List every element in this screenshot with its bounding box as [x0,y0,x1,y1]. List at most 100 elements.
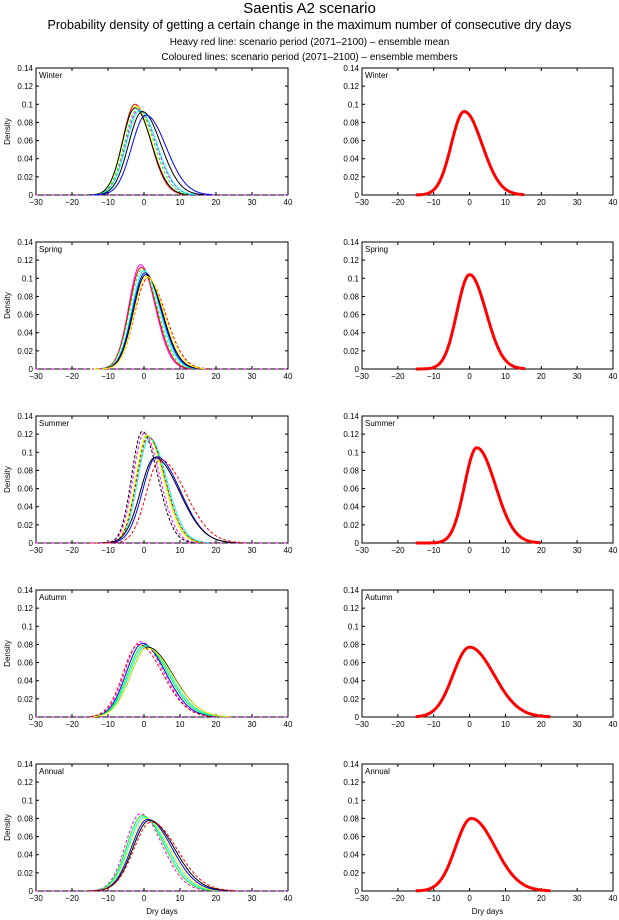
y-tick-label: 0.02 [343,869,359,878]
x-tick-label: 0 [142,546,147,555]
legend-note-members: Coloured lines: scenario period (2071–21… [161,52,458,63]
panel-label: Spring [365,245,388,254]
y-tick-label: 0.14 [17,412,33,421]
x-tick-label: −20 [391,198,405,207]
y-tick-label: 0.12 [343,430,359,439]
panel-label: Winter [39,71,62,80]
axes-box [361,415,614,544]
member-curve [90,819,233,892]
x-tick-label: 20 [537,372,546,381]
y-tick-label: 0.06 [343,833,359,842]
x-tick-label: −30 [355,894,369,903]
panel-label: Autumn [39,593,67,602]
x-tick-label: −20 [391,546,405,555]
x-tick-label: −30 [355,372,369,381]
y-tick-label: 0.14 [343,412,359,421]
x-tick-label: 10 [501,198,510,207]
y-tick-label: 0.04 [343,851,359,860]
y-tick-label: 0.14 [343,64,359,73]
x-tick-label: −20 [65,372,79,381]
member-curve [90,272,200,370]
x-tick-label: 30 [248,894,257,903]
member-curve [90,458,245,544]
y-tick-label: 0 [355,191,360,200]
x-tick-label: −10 [427,372,441,381]
x-axis-label: Dry days [146,907,178,916]
y-tick-label: 0.06 [17,311,33,320]
y-tick-label: 0.08 [343,292,359,301]
member-curve [90,274,202,370]
member-curve [90,114,214,196]
x-tick-label: −10 [101,198,115,207]
y-tick-label: 0.1 [22,796,34,805]
y-tick-label: 0 [29,539,34,548]
y-tick-label: 0.1 [22,448,34,457]
y-tick-label: 0.04 [343,677,359,686]
panel-label: Winter [365,71,388,80]
member-curve [90,110,198,196]
y-tick-label: 0.08 [343,814,359,823]
x-tick-label: −20 [65,720,79,729]
x-tick-label: 20 [212,894,221,903]
x-tick-label: 40 [284,372,293,381]
member-curve [89,818,228,892]
axes-box [35,589,289,718]
x-tick-label: −10 [101,546,115,555]
y-tick-label: 0 [355,887,360,896]
member-curve [89,105,190,196]
x-tick-label: 10 [176,720,185,729]
y-tick-label: 0 [355,713,360,722]
y-tick-label: 0.04 [343,503,359,512]
x-tick-label: −20 [65,546,79,555]
y-tick-label: 0.12 [17,256,33,265]
member-curve [90,277,209,370]
member-curve [90,435,206,544]
x-tick-label: 10 [176,372,185,381]
y-tick-label: 0.12 [343,256,359,265]
y-tick-label: 0.1 [348,100,360,109]
ensemble-mean-curve [415,109,525,197]
y-tick-label: 0.06 [343,311,359,320]
x-tick-label: −30 [29,546,43,555]
y-tick-label: 0 [355,365,360,374]
x-tick-label: 30 [248,720,257,729]
x-tick-label: 20 [537,720,546,729]
x-tick-label: 20 [212,546,221,555]
x-tick-label: −30 [355,720,369,729]
member-curve [90,432,199,544]
y-tick-label: 0.1 [348,622,360,631]
member-curve [90,434,204,544]
y-tick-label: 0.06 [343,137,359,146]
y-tick-label: 0.04 [343,329,359,338]
x-tick-label: −30 [355,546,369,555]
y-tick-label: 0.02 [17,521,33,530]
x-tick-label: 10 [176,546,185,555]
y-tick-label: 0.14 [17,238,33,247]
y-tick-label: 0.06 [17,137,33,146]
y-tick-label: 0.14 [17,760,33,769]
y-tick-label: 0.08 [17,118,33,127]
x-tick-label: −10 [427,546,441,555]
y-tick-label: 0.04 [17,503,33,512]
ensemble-mean-curve [415,446,541,545]
y-tick-label: 0.02 [17,695,33,704]
figure-title: Saentis A2 scenario [243,0,376,17]
x-tick-label: −30 [29,720,43,729]
axes-box [35,67,289,196]
y-tick-label: 0.1 [22,274,34,283]
member-curve [90,110,206,196]
ensemble-mean-curve [415,816,551,893]
x-tick-label: 40 [284,546,293,555]
x-tick-label: 0 [467,198,472,207]
y-tick-label: 0.04 [17,851,33,860]
x-tick-label: 0 [467,546,472,555]
x-tick-label: 20 [537,546,546,555]
y-tick-label: 0.12 [343,604,359,613]
y-tick-label: 0.12 [17,604,33,613]
y-tick-label: 0.14 [343,238,359,247]
y-axis-label: Density [3,118,12,145]
y-tick-label: 0.08 [17,814,33,823]
x-tick-label: 20 [537,894,546,903]
x-tick-label: 30 [573,894,582,903]
member-curve [89,817,224,892]
